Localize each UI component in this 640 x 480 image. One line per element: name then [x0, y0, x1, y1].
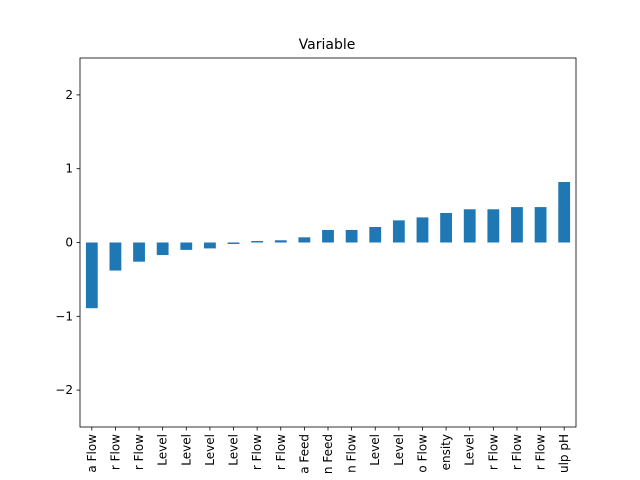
x-tick-label: Level: [227, 434, 241, 466]
x-tick-label: Level: [156, 434, 170, 466]
x-tick-label: n Flow: [345, 434, 359, 473]
x-tick-label: r Flow: [132, 434, 146, 470]
y-tick-label: 1: [65, 162, 73, 176]
bars-group: [85, 181, 571, 309]
bar-3: [133, 242, 145, 262]
bar-15: [416, 217, 429, 243]
x-tick-label: r Flow: [250, 434, 264, 470]
x-tick-label: Level: [392, 434, 406, 466]
y-axis: −2 −1 0 1 2: [55, 88, 80, 397]
bar-4: [156, 242, 169, 256]
x-tick-label: r Flow: [510, 434, 524, 470]
x-tick-label: Level: [203, 434, 217, 466]
x-tick-label: Level: [179, 434, 193, 466]
x-tick-label: r Flow: [486, 434, 500, 470]
bar-13: [369, 227, 382, 243]
x-tick-label: o Flow: [415, 434, 429, 473]
bar-14: [392, 220, 405, 243]
bar-6: [204, 242, 216, 249]
x-tick-label: a Flow: [85, 434, 99, 473]
y-tick-label: −2: [55, 383, 73, 397]
x-tick-label: a Feed: [297, 434, 311, 474]
x-tick-label: n Feed: [321, 434, 335, 474]
y-tick-label: 0: [65, 236, 73, 250]
bar-10: [298, 237, 311, 243]
x-axis: a Flow r Flow r Flow Level Level Level Level r …: [85, 427, 571, 474]
x-tick-label: r Flow: [534, 434, 548, 470]
bar-16: [440, 212, 452, 243]
y-tick-label: 2: [65, 88, 73, 102]
bar-12: [345, 229, 358, 243]
bar-21: [558, 181, 571, 243]
x-tick-label: ulp pH: [557, 434, 571, 473]
bar-8: [251, 241, 264, 243]
x-tick-label: ensity: [439, 434, 453, 470]
x-tick-label: Level: [368, 434, 382, 466]
bar-11: [322, 229, 334, 243]
bar-1: [85, 242, 98, 309]
bar-20: [534, 207, 547, 243]
bar-2: [109, 242, 122, 271]
x-tick-label: r Flow: [274, 434, 288, 470]
bar-17: [463, 209, 476, 243]
x-tick-label: Level: [463, 434, 477, 466]
bar-18: [487, 209, 500, 243]
bar-9: [274, 240, 287, 243]
bar-5: [180, 242, 193, 250]
bar-7: [227, 242, 240, 244]
y-tick-label: −1: [55, 309, 73, 323]
chart-title: Variable: [299, 37, 356, 53]
bar-19: [511, 207, 523, 243]
plot-frame: [79, 57, 577, 428]
x-tick-label: r Flow: [108, 434, 122, 470]
